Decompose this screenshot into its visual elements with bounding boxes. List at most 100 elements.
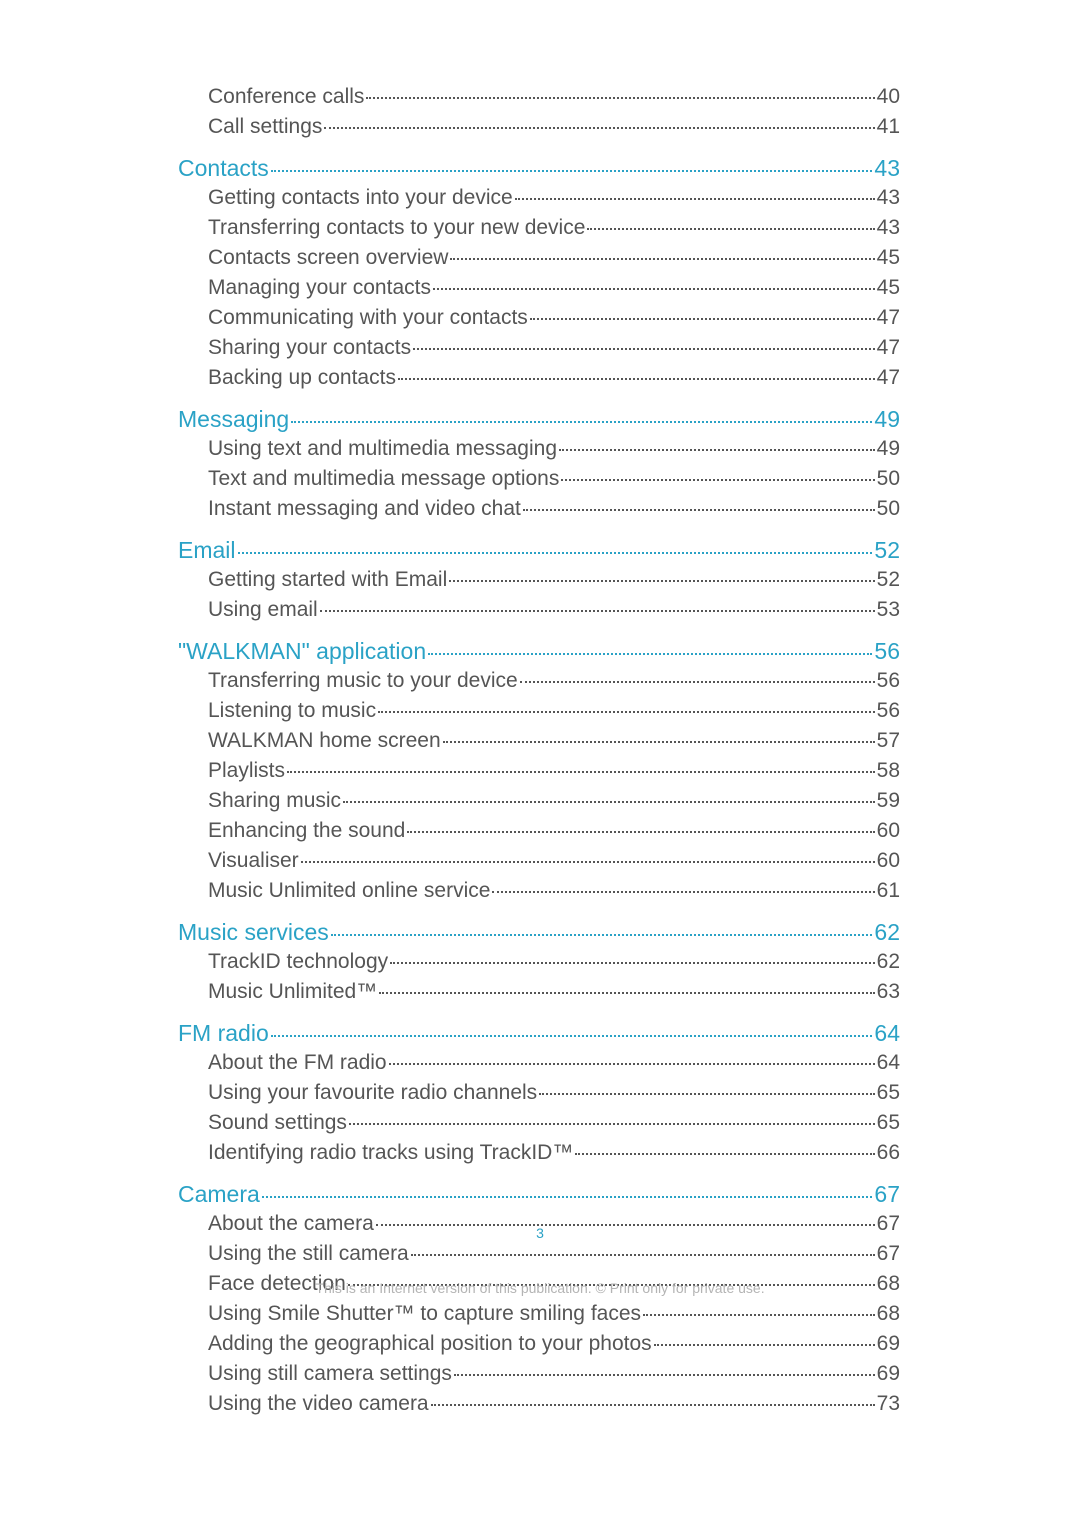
toc-page: 62 xyxy=(874,917,900,947)
toc-sub-row[interactable]: Identifying radio tracks using TrackID™6… xyxy=(208,1138,900,1168)
toc-leader-dots xyxy=(431,1404,875,1406)
toc-section-row[interactable]: Email52 xyxy=(178,535,900,565)
toc-label: Text and multimedia message options xyxy=(208,464,559,494)
toc-sub-row[interactable]: Adding the geographical position to your… xyxy=(208,1329,900,1359)
toc-label: Contacts xyxy=(178,153,269,183)
toc-leader-dots xyxy=(287,771,875,773)
toc-page: 64 xyxy=(874,1018,900,1048)
toc-leader-dots xyxy=(271,170,873,172)
toc-sub-row[interactable]: Enhancing the sound 60 xyxy=(208,816,900,846)
toc-leader-dots xyxy=(654,1344,875,1346)
page: Conference calls40Call settings41 Contact… xyxy=(0,0,1080,1527)
toc-leader-dots xyxy=(428,653,872,655)
toc-label: Using Smile Shutter™ to capture smiling … xyxy=(208,1299,641,1329)
toc-label: Sound settings xyxy=(208,1108,347,1138)
toc-leader-dots xyxy=(389,1063,875,1065)
toc-page: 57 xyxy=(877,726,900,756)
toc-sub-row[interactable]: Contacts screen overview45 xyxy=(208,243,900,273)
toc-sub-row[interactable]: Instant messaging and video chat 50 xyxy=(208,494,900,524)
toc-label: Instant messaging and video chat xyxy=(208,494,521,524)
toc-page: 50 xyxy=(877,464,900,494)
toc-page: 47 xyxy=(877,303,900,333)
toc-sub-row[interactable]: Playlists58 xyxy=(208,756,900,786)
toc-sub-row[interactable]: About the FM radio64 xyxy=(208,1048,900,1078)
toc-label: Sharing your contacts xyxy=(208,333,411,363)
toc-label: Backing up contacts xyxy=(208,363,396,393)
toc-page: 47 xyxy=(877,333,900,363)
toc-label: Using text and multimedia messaging xyxy=(208,434,557,464)
toc-page: 61 xyxy=(877,876,900,906)
toc-page: 67 xyxy=(877,1239,900,1269)
toc-sub-row[interactable]: Listening to music56 xyxy=(208,696,900,726)
toc-page: 56 xyxy=(874,636,900,666)
toc-leader-dots xyxy=(530,318,875,320)
toc-leader-dots xyxy=(291,421,872,423)
toc-sub-row[interactable]: TrackID technology 62 xyxy=(208,947,900,977)
toc-sub-row[interactable]: Getting contacts into your device43 xyxy=(208,183,900,213)
toc-label: Adding the geographical position to your… xyxy=(208,1329,652,1359)
toc-sub-row[interactable]: Music Unlimited online service61 xyxy=(208,876,900,906)
toc-label: Conference calls xyxy=(208,82,364,112)
toc-label: Messaging xyxy=(178,404,289,434)
toc-sub-row[interactable]: Sound settings 65 xyxy=(208,1108,900,1138)
toc-sub-row[interactable]: Using your favourite radio channels65 xyxy=(208,1078,900,1108)
toc-section-row[interactable]: Messaging49 xyxy=(178,404,900,434)
toc-leader-dots xyxy=(238,552,873,554)
toc-leader-dots xyxy=(301,861,875,863)
toc-leader-dots xyxy=(443,741,875,743)
toc-section-row[interactable]: FM radio 64 xyxy=(178,1018,900,1048)
toc-leader-dots xyxy=(575,1153,874,1155)
toc-leader-dots xyxy=(331,934,873,936)
toc-sub-row[interactable]: Call settings41 xyxy=(208,112,900,142)
toc-label: Enhancing the sound xyxy=(208,816,405,846)
toc-page: 67 xyxy=(874,1179,900,1209)
toc-sub-row[interactable]: Music Unlimited™63 xyxy=(208,977,900,1007)
toc-sub-row[interactable]: Using text and multimedia messaging 49 xyxy=(208,434,900,464)
toc-label: Contacts screen overview xyxy=(208,243,448,273)
toc-sub-row[interactable]: Visualiser 60 xyxy=(208,846,900,876)
toc-sub-row[interactable]: Using email53 xyxy=(208,595,900,625)
toc-label: Using the still camera xyxy=(208,1239,409,1269)
toc-sub-row[interactable]: Using the video camera73 xyxy=(208,1389,900,1419)
toc-page: 60 xyxy=(877,816,900,846)
toc-page: 63 xyxy=(877,977,900,1007)
toc-label: Managing your contacts xyxy=(208,273,431,303)
toc-sub-row[interactable]: Using the still camera 67 xyxy=(208,1239,900,1269)
toc-sub-row[interactable]: Transferring contacts to your new device… xyxy=(208,213,900,243)
toc-sub-row[interactable]: WALKMAN home screen 57 xyxy=(208,726,900,756)
toc-section-row[interactable]: Contacts 43 xyxy=(178,153,900,183)
toc-sub-row[interactable]: Text and multimedia message options 50 xyxy=(208,464,900,494)
toc-sub-row[interactable]: Using Smile Shutter™ to capture smiling … xyxy=(208,1299,900,1329)
toc-page: 62 xyxy=(877,947,900,977)
toc-page: 49 xyxy=(877,434,900,464)
toc-label: Music services xyxy=(178,917,329,947)
toc-sub-row[interactable]: Getting started with Email52 xyxy=(208,565,900,595)
toc-label: Using the video camera xyxy=(208,1389,429,1419)
toc-leader-dots xyxy=(407,831,874,833)
toc-leader-dots xyxy=(587,228,874,230)
toc-sub-row[interactable]: Using still camera settings69 xyxy=(208,1359,900,1389)
toc-page: 43 xyxy=(874,153,900,183)
toc-section-row[interactable]: "WALKMAN" application 56 xyxy=(178,636,900,666)
toc-sub-row[interactable]: Managing your contacts 45 xyxy=(208,273,900,303)
toc-label: Using email xyxy=(208,595,318,625)
toc-page: 45 xyxy=(877,273,900,303)
toc-section-row[interactable]: Camera67 xyxy=(178,1179,900,1209)
toc-page: 68 xyxy=(877,1299,900,1329)
toc-label: TrackID technology xyxy=(208,947,388,977)
toc-label: FM radio xyxy=(178,1018,269,1048)
toc-label: Using your favourite radio channels xyxy=(208,1078,537,1108)
toc-sub-row[interactable]: Communicating with your contacts47 xyxy=(208,303,900,333)
toc-leader-dots xyxy=(390,962,875,964)
toc-page: 65 xyxy=(877,1108,900,1138)
toc-leader-dots xyxy=(559,449,875,451)
toc-sub-row[interactable]: Sharing your contacts 47 xyxy=(208,333,900,363)
toc-section-row[interactable]: Music services 62 xyxy=(178,917,900,947)
toc-sub-row[interactable]: Conference calls40 xyxy=(208,82,900,112)
toc-leader-dots xyxy=(349,1123,875,1125)
toc-sub-row[interactable]: Backing up contacts47 xyxy=(208,363,900,393)
toc-leader-dots xyxy=(413,348,875,350)
toc-sub-row[interactable]: Sharing music59 xyxy=(208,786,900,816)
toc-sub-row[interactable]: Transferring music to your device 56 xyxy=(208,666,900,696)
toc-page: 50 xyxy=(877,494,900,524)
